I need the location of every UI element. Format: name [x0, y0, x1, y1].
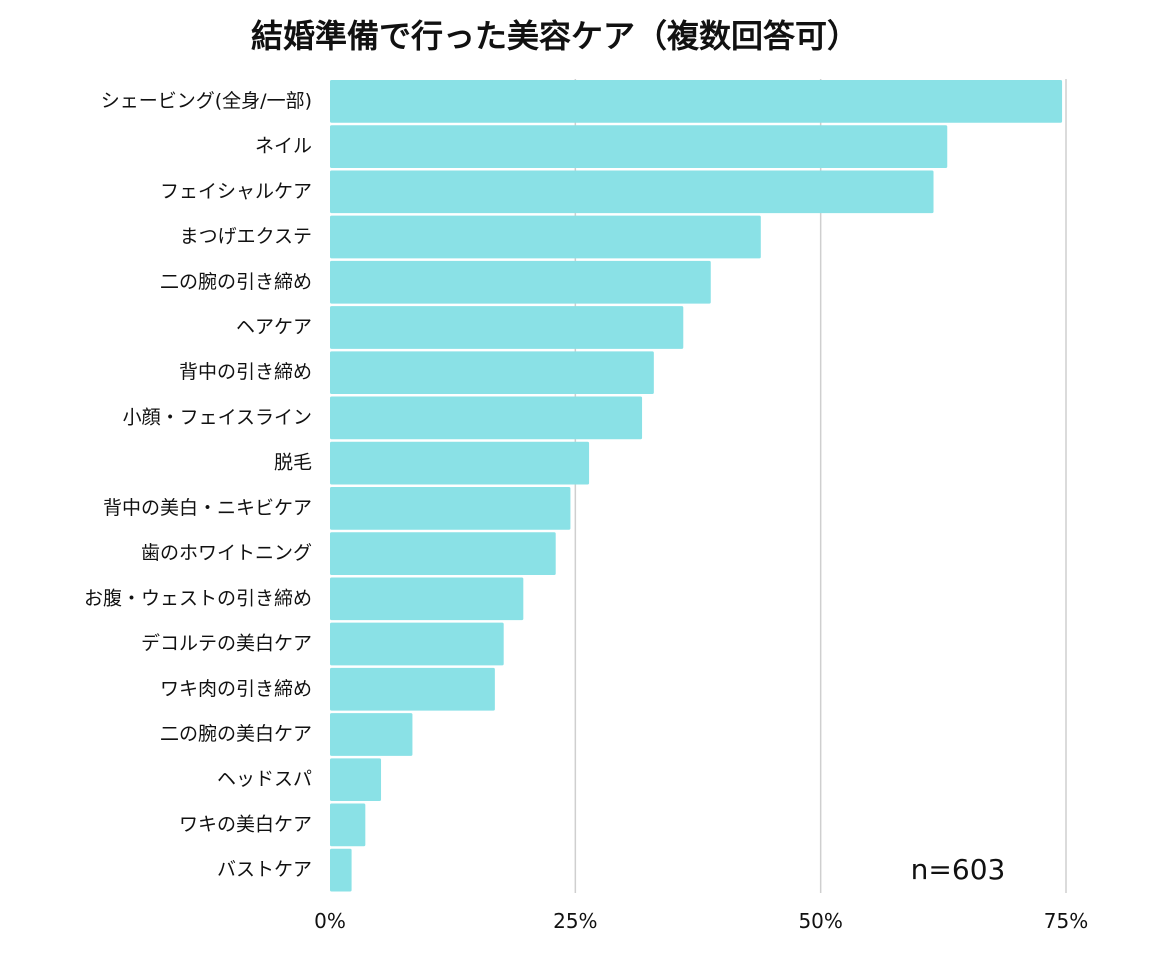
sample-size-note: n=603	[911, 853, 1006, 886]
category-label: まつげエクステ	[180, 226, 312, 248]
category-label: 二の腕の引き締め	[160, 271, 312, 293]
category-label: デコルテの美白ケア	[141, 633, 312, 655]
bar	[330, 713, 413, 756]
chart-title: 結婚準備で行った美容ケア（複数回答可）	[251, 17, 859, 55]
x-tick-label: 0%	[314, 909, 346, 933]
category-label: ヘアケア	[236, 316, 312, 338]
bar	[330, 487, 571, 530]
bar	[330, 577, 524, 621]
category-label: ヘッドスパ	[217, 768, 312, 790]
bar	[330, 170, 934, 214]
category-label: 背中の引き締め	[179, 361, 312, 383]
category-label-layer: シェービング(全身/一部) ネイルフェイシャルケアまつげエクステ二の腕の引き締めヘ…	[84, 90, 312, 881]
category-label: 歯のホワイトニング	[141, 542, 312, 564]
bar	[330, 396, 643, 440]
category-label: シェービング(全身/一部)	[101, 90, 312, 112]
bar	[330, 351, 654, 395]
bar	[330, 532, 556, 575]
category-label: ワキ肉の引き締め	[160, 678, 312, 700]
category-label: バストケア	[217, 859, 312, 881]
bar	[330, 441, 590, 485]
category-label: 二の腕の美白ケア	[160, 723, 312, 745]
x-tick-layer: 0% 25% 50% 75%	[314, 909, 1088, 933]
category-label: ワキの美白ケア	[179, 813, 312, 835]
category-label: フェイシャルケア	[160, 180, 312, 202]
grid-layer	[574, 79, 1067, 893]
category-label: 脱毛	[274, 452, 312, 474]
bar	[330, 667, 495, 711]
bar	[330, 803, 366, 847]
bar	[330, 80, 1063, 123]
x-tick-label: 25%	[553, 909, 597, 933]
bar	[330, 848, 352, 892]
bar	[330, 260, 711, 304]
bar	[330, 758, 382, 802]
bar	[330, 306, 684, 349]
category-label: ネイル	[255, 135, 312, 157]
category-label: お腹・ウェストの引き締め	[84, 587, 312, 609]
bar	[330, 622, 504, 666]
bar	[330, 125, 948, 168]
x-tick-label: 50%	[798, 909, 842, 933]
category-label: 背中の美白・ニキビケア	[103, 497, 312, 519]
bar	[330, 215, 761, 259]
bar-layer	[330, 80, 1063, 892]
x-tick-label: 75%	[1044, 909, 1088, 933]
category-label: 小顔・フェイスライン	[123, 406, 312, 428]
